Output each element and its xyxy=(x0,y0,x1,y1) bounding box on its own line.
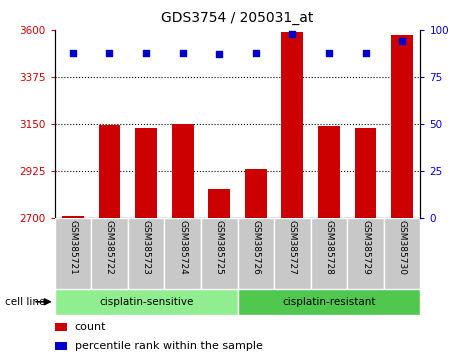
Point xyxy=(252,50,259,56)
Bar xyxy=(62,216,84,218)
Bar xyxy=(238,289,420,315)
Point xyxy=(69,50,77,56)
Text: percentile rank within the sample: percentile rank within the sample xyxy=(75,341,263,351)
Text: GSM385728: GSM385728 xyxy=(324,220,333,275)
Bar xyxy=(171,124,194,218)
Bar xyxy=(91,218,128,289)
Bar xyxy=(347,218,384,289)
Bar xyxy=(201,218,238,289)
Point xyxy=(398,39,406,44)
Bar xyxy=(318,126,340,218)
Bar xyxy=(128,218,164,289)
Point xyxy=(289,31,296,37)
Bar xyxy=(55,323,67,331)
Text: cisplatin-sensitive: cisplatin-sensitive xyxy=(99,297,193,307)
Bar xyxy=(55,289,238,315)
Text: GSM385724: GSM385724 xyxy=(178,220,187,275)
Bar xyxy=(238,218,274,289)
Point xyxy=(179,50,186,56)
Bar xyxy=(311,218,347,289)
Text: cisplatin-resistant: cisplatin-resistant xyxy=(282,297,376,307)
Text: count: count xyxy=(75,322,106,332)
Text: GSM385723: GSM385723 xyxy=(142,220,151,275)
Point xyxy=(216,52,223,57)
Bar xyxy=(55,342,67,350)
Bar xyxy=(391,35,413,218)
Text: GSM385722: GSM385722 xyxy=(105,220,114,275)
Bar xyxy=(98,125,121,218)
Point xyxy=(105,50,113,56)
Point xyxy=(142,50,150,56)
Bar xyxy=(55,218,91,289)
Text: GSM385727: GSM385727 xyxy=(288,220,297,275)
Bar xyxy=(164,218,201,289)
Bar xyxy=(135,128,157,218)
Text: GSM385729: GSM385729 xyxy=(361,220,370,275)
Text: GDS3754 / 205031_at: GDS3754 / 205031_at xyxy=(162,11,314,25)
Text: GSM385725: GSM385725 xyxy=(215,220,224,275)
Bar xyxy=(245,169,267,218)
Text: cell line: cell line xyxy=(5,297,45,307)
Text: GSM385730: GSM385730 xyxy=(398,220,407,275)
Bar xyxy=(354,128,377,218)
Text: GSM385721: GSM385721 xyxy=(68,220,77,275)
Point xyxy=(362,50,370,56)
Point xyxy=(325,50,332,56)
Bar xyxy=(281,32,304,218)
Bar xyxy=(208,189,230,218)
Bar xyxy=(384,218,420,289)
Text: GSM385726: GSM385726 xyxy=(251,220,260,275)
Bar xyxy=(274,218,311,289)
